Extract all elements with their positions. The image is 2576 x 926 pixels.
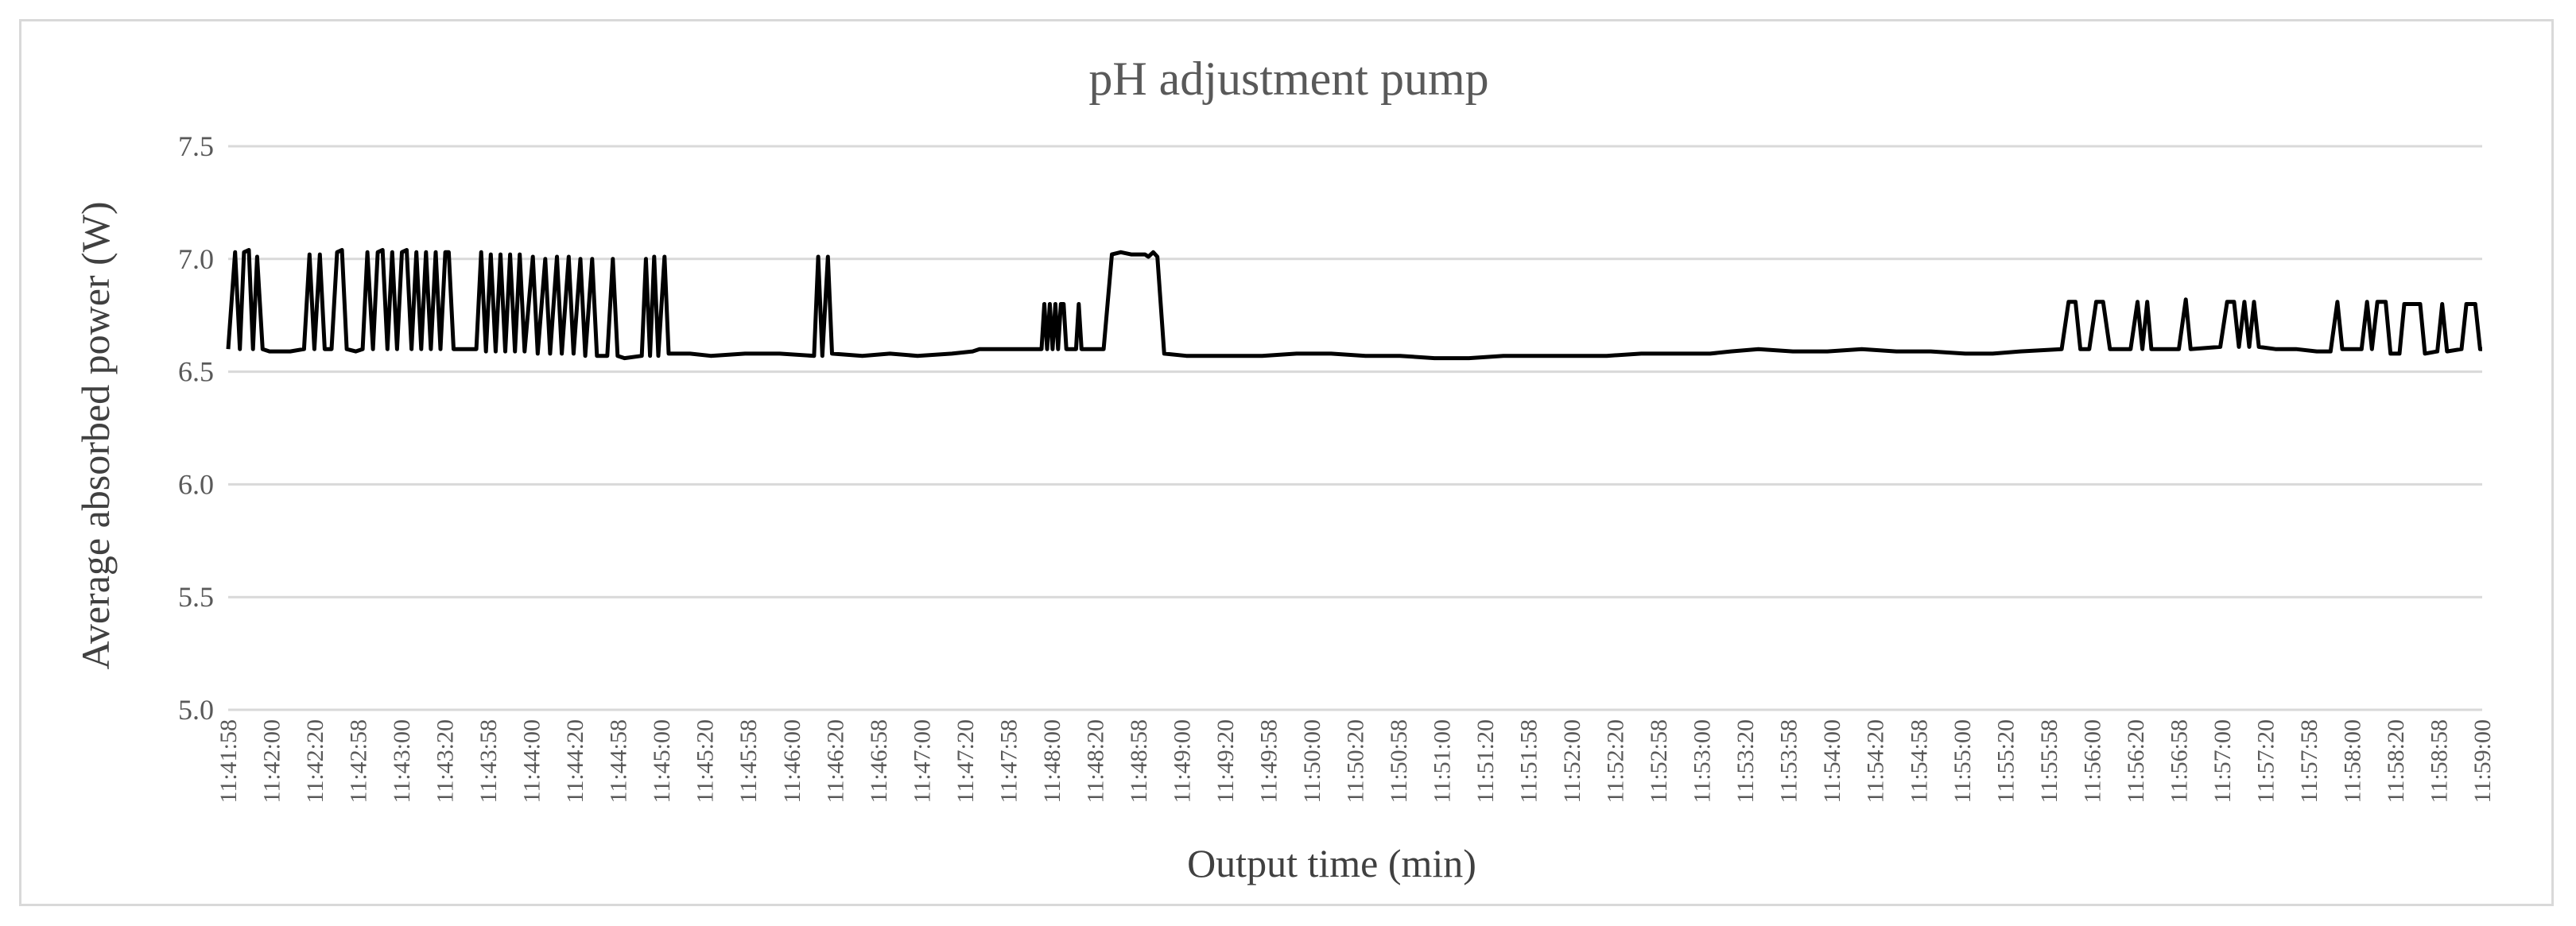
x-tick-label: 11:50:00 — [1299, 719, 1325, 804]
x-tick-label: 11:45:00 — [649, 719, 675, 804]
y-tick-label: 6.5 — [178, 356, 214, 388]
x-tick-label: 11:49:58 — [1255, 719, 1282, 804]
x-tick-label: 11:41:58 — [215, 719, 242, 804]
x-tick-label: 11:54:58 — [1906, 719, 1932, 804]
x-tick-label: 11:58:20 — [2383, 719, 2409, 804]
x-tick-label: 11:42:20 — [302, 719, 328, 804]
x-tick-label: 11:53:58 — [1776, 719, 1802, 804]
x-tick-label: 11:48:58 — [1126, 719, 1152, 804]
x-tick-label: 11:43:20 — [433, 719, 459, 804]
x-tick-label: 11:44:58 — [606, 719, 632, 804]
x-tick-label: 11:52:00 — [1559, 719, 1585, 804]
x-tick-label: 11:49:00 — [1169, 719, 1195, 804]
y-tick-label: 5.0 — [178, 694, 214, 726]
y-tick-label: 6.0 — [178, 468, 214, 500]
x-tick-label: 11:47:20 — [952, 719, 979, 804]
x-tick-label: 11:54:00 — [1819, 719, 1845, 804]
x-tick-label: 11:53:00 — [1690, 719, 1716, 804]
x-tick-label: 11:56:20 — [2123, 719, 2149, 804]
chart-frame: pH adjustment pump 5.0 5.5 6.0 6.5 7.0 7.5 11… — [19, 19, 2554, 906]
x-tick-label: 11:46:20 — [822, 719, 848, 804]
x-tick-label: 11:53:20 — [1732, 719, 1759, 804]
x-tick-labels: 11:41:58 11:42:00 11:42:20 11:42:58 11:43:00… — [215, 719, 2496, 804]
x-tick-label: 11:51:00 — [1430, 719, 1456, 804]
x-tick-label: 11:52:20 — [1603, 719, 1629, 804]
x-tick-label: 11:43:58 — [475, 719, 502, 804]
x-tick-label: 11:47:58 — [995, 719, 1022, 804]
x-tick-label: 11:59:00 — [2469, 719, 2496, 804]
x-tick-label: 11:50:20 — [1343, 719, 1369, 804]
series-layer — [226, 248, 2482, 361]
x-tick-label: 11:57:20 — [2252, 719, 2279, 804]
line-chart: pH adjustment pump 5.0 5.5 6.0 6.5 7.0 7.5 11… — [73, 52, 2496, 885]
x-tick-label: 11:47:00 — [909, 719, 935, 804]
x-tick-label: 11:57:00 — [2209, 719, 2236, 804]
x-tick-label: 11:45:58 — [735, 719, 762, 804]
x-tick-label: 11:55:00 — [1949, 719, 1976, 804]
x-tick-label: 11:48:20 — [1082, 719, 1108, 804]
x-tick-label: 11:46:58 — [866, 719, 892, 804]
x-tick-label: 11:56:58 — [2166, 719, 2192, 804]
x-tick-label: 11:46:00 — [779, 719, 805, 804]
x-tick-label: 11:42:58 — [346, 719, 372, 804]
x-tick-label: 11:57:58 — [2296, 719, 2322, 804]
x-axis-title: Output time (min) — [1187, 841, 1476, 885]
x-tick-label: 11:44:00 — [519, 719, 545, 804]
chart-title: pH adjustment pump — [1088, 52, 1488, 105]
x-tick-label: 11:54:20 — [1863, 719, 1889, 804]
x-tick-label: 11:55:20 — [1992, 719, 2019, 804]
x-tick-label: 11:52:58 — [1646, 719, 1672, 804]
x-tick-label: 11:45:20 — [692, 719, 719, 804]
x-tick-label: 11:42:00 — [259, 719, 285, 804]
x-tick-label: 11:58:58 — [2426, 719, 2452, 804]
x-tick-label: 11:44:20 — [562, 719, 588, 804]
x-tick-label: 11:51:58 — [1516, 719, 1542, 804]
y-tick-label: 5.5 — [178, 581, 214, 613]
x-tick-label: 11:51:20 — [1472, 719, 1499, 804]
gridlines — [228, 145, 2482, 711]
y-tick-label: 7.5 — [178, 130, 214, 162]
y-axis-title: Average absorbed power (W) — [73, 201, 118, 669]
x-tick-label: 11:43:00 — [389, 719, 415, 804]
x-tick-label: 11:58:00 — [2339, 719, 2365, 804]
y-tick-labels: 5.0 5.5 6.0 6.5 7.0 7.5 — [178, 130, 214, 726]
x-tick-label: 11:48:00 — [1039, 719, 1065, 804]
x-tick-label: 11:55:58 — [2036, 719, 2062, 804]
y-tick-label: 7.0 — [178, 243, 214, 275]
series-line — [226, 248, 2482, 361]
x-tick-label: 11:56:00 — [2079, 719, 2105, 804]
x-tick-label: 11:49:20 — [1212, 719, 1239, 804]
x-tick-label: 11:50:58 — [1386, 719, 1412, 804]
